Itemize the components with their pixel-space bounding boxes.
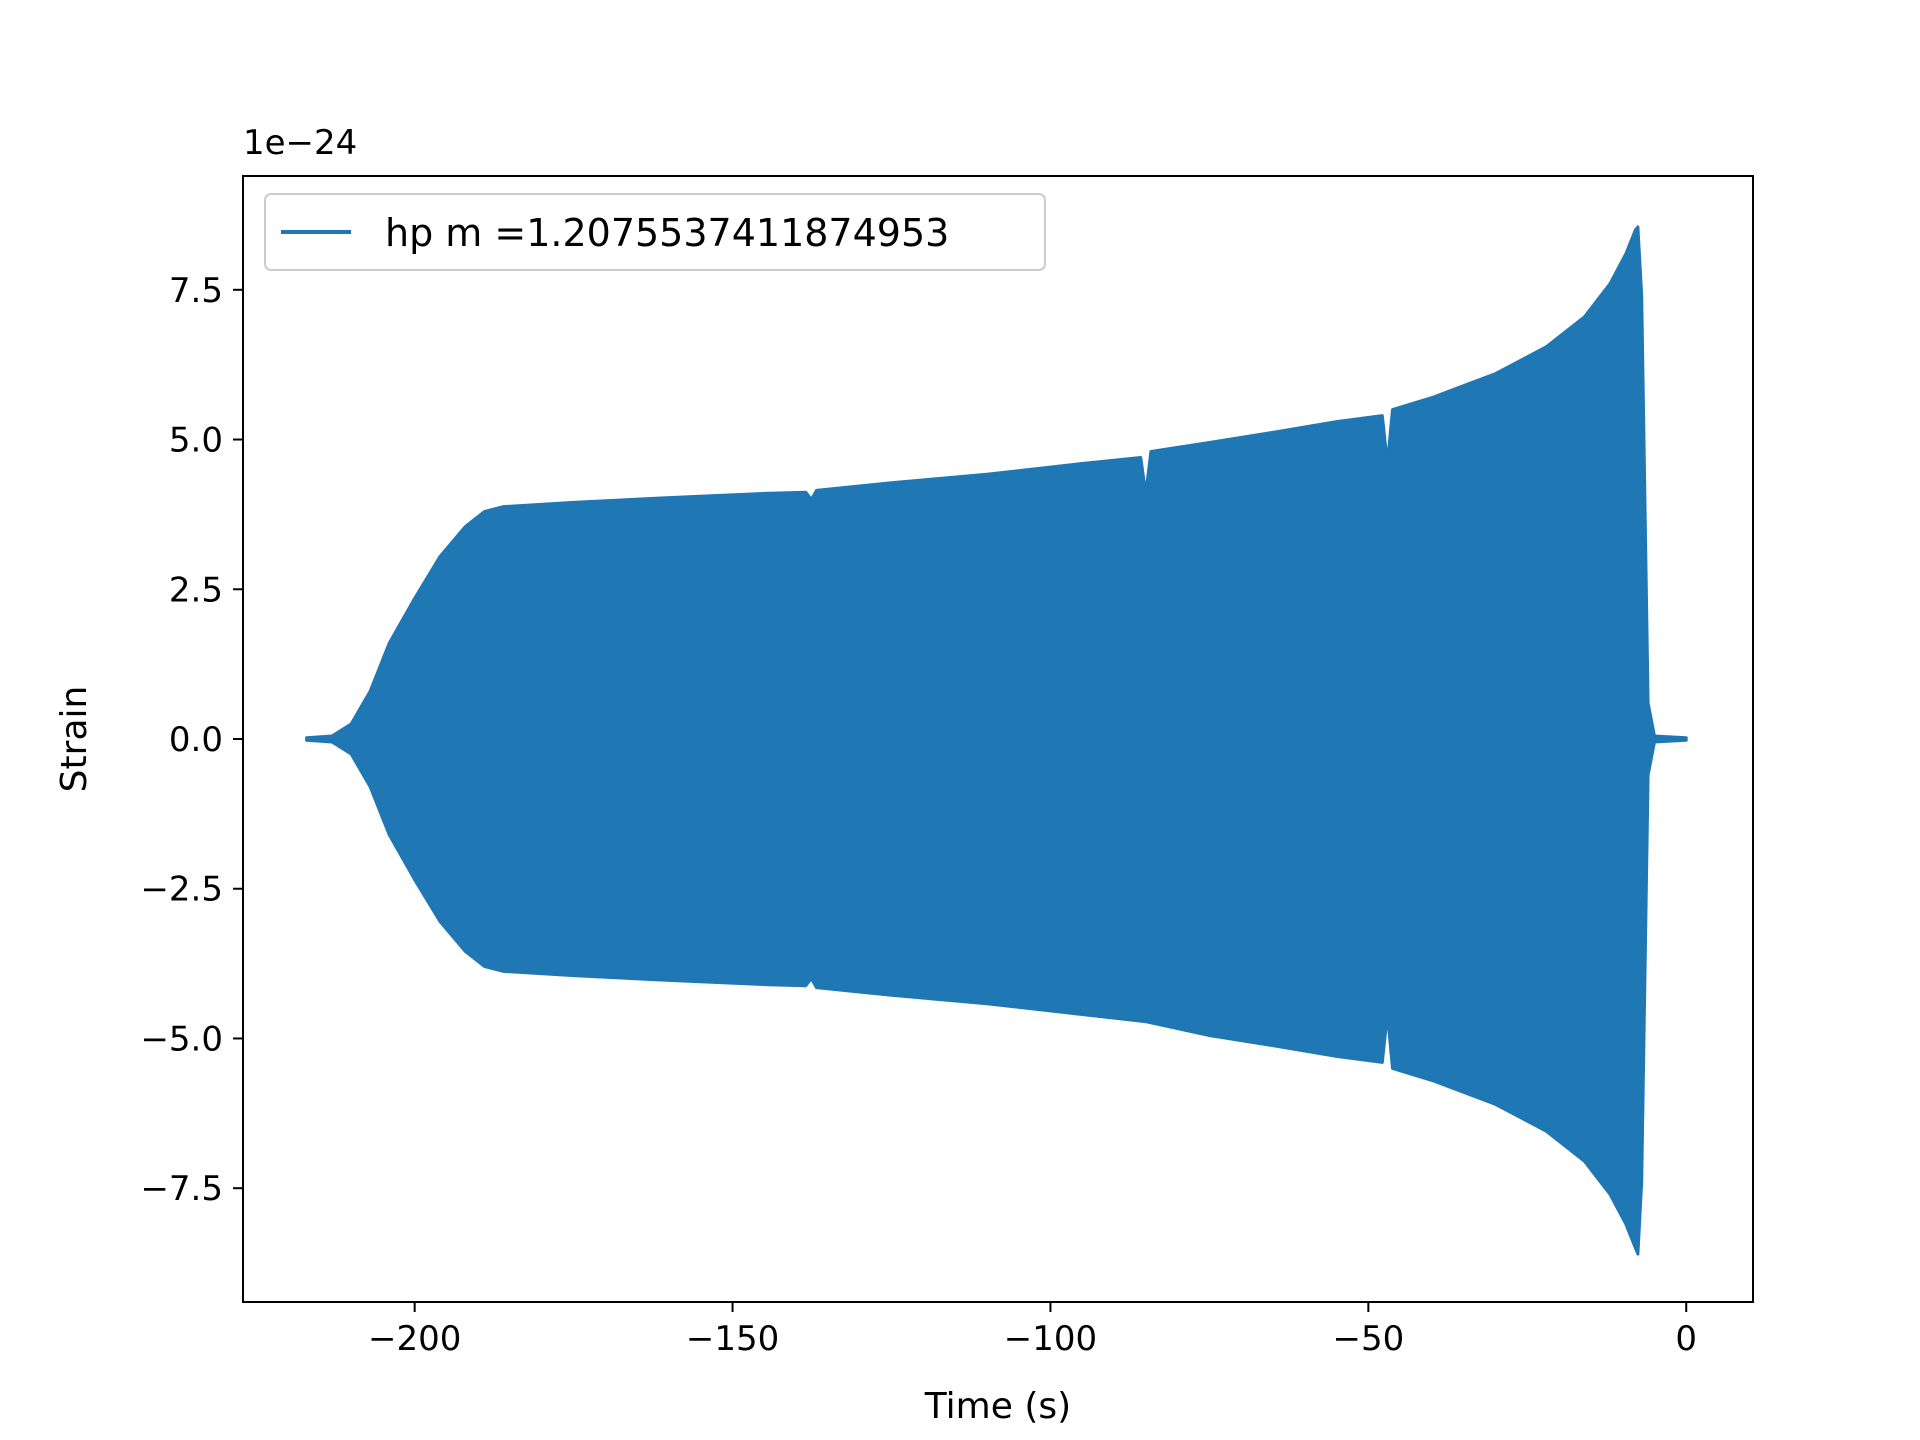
x-tick-label: −150: [686, 1319, 779, 1359]
y-tick-label: 5.0: [169, 421, 223, 461]
x-tick-label: −100: [1004, 1319, 1097, 1359]
y-tick-label: 2.5: [169, 570, 223, 610]
y-tick-label: 0.0: [169, 720, 223, 760]
x-axis-label: Time (s): [924, 1386, 1071, 1427]
y-axis: 7.5 5.0 2.5 0.0 −2.5 −5.0 −7.5: [140, 271, 243, 1209]
x-axis: −200 −150 −100 −50 0: [368, 1302, 1697, 1359]
legend-box: [264, 193, 1046, 271]
x-tick-label: −200: [368, 1319, 461, 1359]
x-tick-label: 0: [1675, 1319, 1697, 1359]
y-tick-label: −7.5: [140, 1169, 223, 1209]
y-tick-label: −2.5: [140, 870, 223, 910]
legend-label: hp m =1.2075537411874953: [385, 211, 949, 255]
series-waveform: [305, 225, 1688, 1256]
legend: hp m =1.2075537411874953: [264, 193, 1046, 271]
y-tick-label: 7.5: [169, 271, 223, 311]
x-tick-label: −50: [1332, 1319, 1404, 1359]
plot-area: [305, 225, 1688, 1256]
y-axis-label: Strain: [54, 686, 95, 793]
y-tick-label: −5.0: [140, 1019, 223, 1059]
y-offset-label: 1e−24: [243, 123, 357, 163]
